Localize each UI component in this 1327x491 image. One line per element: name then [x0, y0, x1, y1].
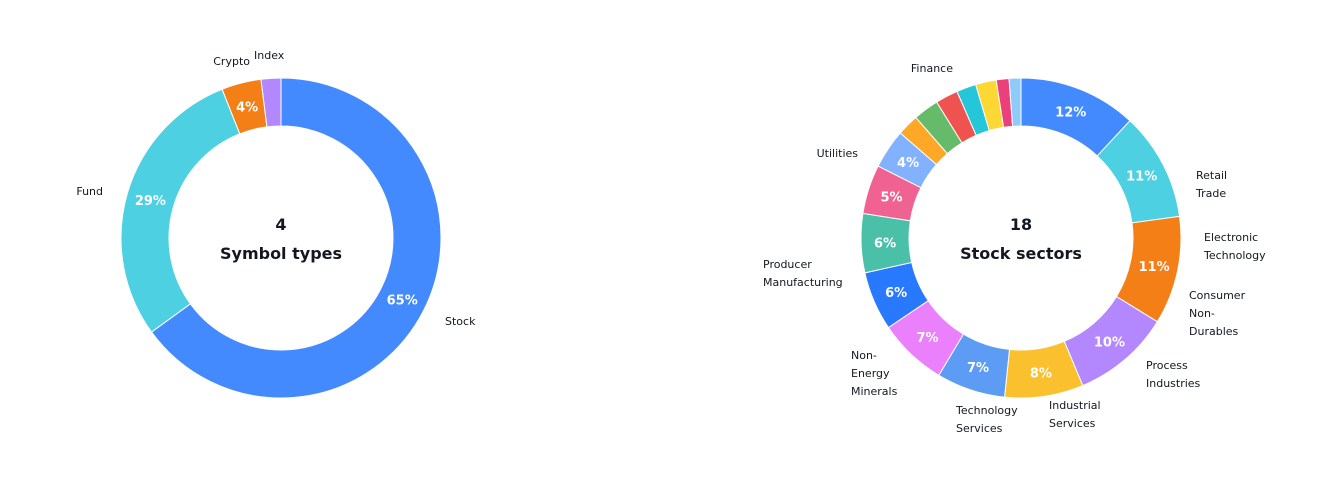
- slice-percent-label: 65%: [387, 294, 418, 309]
- slice-category-label: Finance: [911, 62, 953, 75]
- slice-percent-label: 11%: [1126, 169, 1157, 184]
- donut-slice[interactable]: [120, 88, 241, 333]
- slice-percent-label: 10%: [1094, 335, 1125, 350]
- slice-percent-label: 4%: [897, 156, 919, 171]
- slice-category-label: Non-Energy Minerals: [851, 349, 898, 398]
- symbol-types-count: 4: [275, 215, 286, 234]
- symbol-types-donut: 65% 29% 4% Stock Fund Crypto Index 4 Symbol t…: [76, 49, 476, 399]
- slice-percent-label: 29%: [135, 194, 166, 209]
- slice-category-label: Producer Manufacturing: [763, 258, 843, 289]
- symbol-types-center-label: Symbol types: [220, 244, 342, 263]
- slice-percent-label: 7%: [967, 361, 989, 376]
- slice-percent-label: 7%: [916, 331, 938, 346]
- slice-category-label: Crypto: [213, 55, 250, 68]
- stock-sectors-count: 18: [1010, 215, 1032, 234]
- slice-category-label: Utilities: [817, 147, 859, 160]
- slice-percent-label: 6%: [874, 236, 896, 251]
- slice-percent-label: 8%: [1030, 367, 1052, 382]
- stock-sectors-donut: 12% 11% 11% 10% 8% 7% 7% 6% 6% 5% 4% Finance Utilit…: [763, 62, 1266, 435]
- donut-slice[interactable]: [1008, 77, 1022, 127]
- stock-sectors-center-label: Stock sectors: [960, 244, 1082, 263]
- slice-category-label: Technology Services: [955, 404, 1018, 435]
- slice-category-label: Process Industries: [1146, 359, 1201, 390]
- slice-percent-label: 4%: [236, 100, 258, 115]
- slice-category-label: Electronic Technology: [1203, 231, 1266, 262]
- slice-category-label: Industrial Services: [1049, 399, 1101, 430]
- slice-category-label: Retail Trade: [1195, 169, 1227, 200]
- slice-category-label: Fund: [76, 185, 103, 198]
- donut-slice[interactable]: [150, 77, 442, 399]
- slice-category-label: Index: [254, 49, 285, 62]
- slice-percent-label: 11%: [1139, 260, 1170, 275]
- donut-slice[interactable]: [260, 77, 282, 128]
- slice-category-label: Consumer Non-Durables: [1189, 289, 1246, 338]
- slice-percent-label: 12%: [1055, 105, 1086, 120]
- slice-percent-label: 6%: [885, 286, 907, 301]
- slice-percent-label: 5%: [880, 190, 902, 205]
- slice-category-label: Stock: [445, 315, 476, 328]
